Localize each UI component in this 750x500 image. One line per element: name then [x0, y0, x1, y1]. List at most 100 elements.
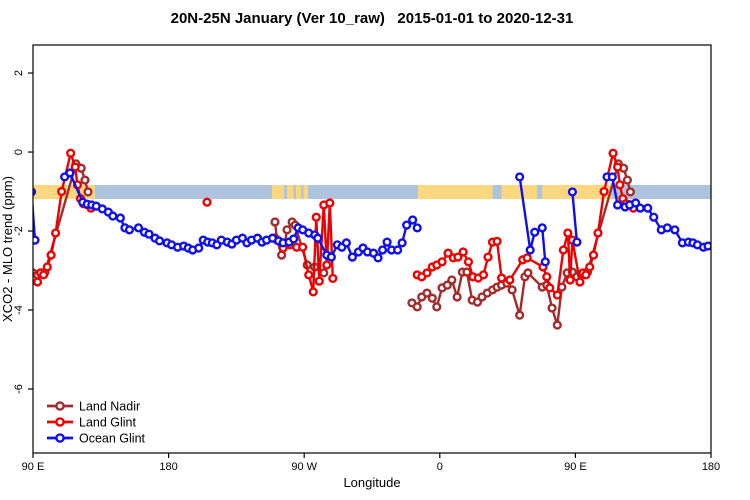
data-point-marker: [432, 302, 442, 312]
data-point-marker: [322, 260, 332, 270]
data-point-marker: [83, 187, 93, 197]
land-band-segment: [501, 185, 537, 200]
data-point-marker: [615, 180, 625, 190]
data-point-marker: [530, 227, 540, 237]
data-point-marker: [607, 172, 617, 182]
data-point-marker: [304, 270, 314, 280]
data-point-marker: [540, 257, 550, 267]
land-band-segment: [417, 185, 493, 200]
data-point-marker: [57, 186, 67, 197]
data-point-marker: [277, 250, 287, 260]
surface-type-band: [33, 185, 711, 200]
data-point-marker: [563, 228, 573, 238]
data-point-marker: [558, 245, 568, 255]
data-point-marker: [202, 197, 212, 207]
data-point-marker: [565, 275, 575, 285]
data-point-marker: [622, 175, 632, 185]
x-tick-label: 90 E: [22, 461, 45, 473]
x-axis-title: Longitude: [343, 475, 400, 490]
data-point-marker: [33, 187, 37, 197]
data-point-marker: [154, 236, 165, 246]
data-point-marker: [308, 287, 318, 297]
data-point-marker: [412, 223, 422, 233]
data-point-marker: [625, 187, 635, 197]
data-point-marker: [453, 252, 463, 262]
data-point-marker: [662, 223, 672, 233]
data-point-marker: [443, 248, 453, 258]
ocean-band-segment: [33, 185, 711, 200]
legend-marker: [55, 417, 65, 427]
data-point-marker: [325, 198, 335, 208]
data-point-marker: [547, 303, 557, 313]
data-point-marker: [270, 217, 280, 227]
data-point-marker: [572, 237, 582, 247]
data-point-marker: [422, 268, 432, 278]
data-point-marker: [298, 242, 308, 252]
data-point-marker: [581, 270, 591, 280]
data-point-marker: [478, 270, 489, 280]
data-point-marker: [341, 238, 351, 248]
data-point-marker: [38, 270, 49, 280]
data-point-marker: [393, 245, 403, 255]
data-point-marker: [319, 268, 329, 278]
land-band-segment: [286, 185, 294, 200]
axes: 90 E 180 90 W 0 90 E 180 2 0 -2 -4 -6: [13, 70, 720, 473]
data-point-marker: [144, 229, 154, 239]
data-point-marker: [492, 236, 502, 246]
data-point-marker: [437, 257, 447, 267]
data-point-marker: [505, 275, 515, 285]
x-tick-label: 90 W: [291, 461, 317, 473]
data-point-marker: [588, 250, 599, 260]
data-point-marker: [483, 252, 493, 262]
legend-item: Land Nadir: [47, 400, 140, 414]
y-axis-title: XCO2 - MLO trend (ppm): [0, 176, 15, 322]
land-band-segment: [271, 185, 284, 200]
legend-marker: [55, 433, 65, 443]
y-tick-label: 2: [13, 70, 25, 76]
data-point-marker: [311, 212, 321, 222]
data-point-marker: [42, 262, 52, 272]
data-point-marker: [133, 223, 144, 233]
data-point-marker: [523, 268, 533, 278]
data-point-marker: [593, 228, 603, 238]
y-tick-label: -4: [13, 305, 25, 315]
data-point-marker: [124, 225, 135, 235]
data-point-marker: [567, 187, 577, 197]
data-point-marker: [412, 302, 422, 312]
x-tick-label: 180: [159, 461, 177, 473]
data-point-marker: [115, 213, 125, 223]
x-tick-label: 90 E: [564, 461, 587, 473]
data-point-marker: [507, 285, 517, 295]
data-point-marker: [599, 186, 609, 197]
data-point-marker: [612, 200, 623, 210]
data-point-marker: [525, 245, 535, 255]
data-point-marker: [33, 277, 43, 287]
data-point-marker: [289, 234, 299, 244]
data-point-marker: [458, 247, 468, 257]
data-point-marker: [575, 277, 585, 287]
data-point-marker: [552, 320, 562, 330]
data-series-layer: [33, 148, 711, 330]
data-point-marker: [314, 276, 324, 286]
data-point-marker: [66, 148, 76, 158]
data-point-marker: [70, 162, 80, 172]
data-point-marker: [537, 223, 547, 233]
data-point-marker: [608, 148, 618, 158]
land-band-segment: [303, 185, 308, 200]
data-point-marker: [33, 235, 40, 245]
data-point-marker: [452, 292, 462, 302]
data-point-marker: [427, 293, 437, 303]
chart-title: 20N-25N January (Ver 10_raw) 2015-01-01 …: [171, 10, 574, 27]
data-point-marker: [347, 252, 358, 262]
data-point-marker: [373, 253, 383, 263]
data-point-marker: [80, 175, 90, 185]
data-point-marker: [65, 168, 75, 178]
data-point-marker: [108, 211, 118, 221]
legend-item-label: Land Nadir: [79, 400, 140, 414]
data-point-marker: [422, 288, 432, 298]
data-point-marker: [542, 272, 552, 282]
data-point-marker: [635, 203, 645, 213]
data-point-marker: [515, 310, 525, 320]
